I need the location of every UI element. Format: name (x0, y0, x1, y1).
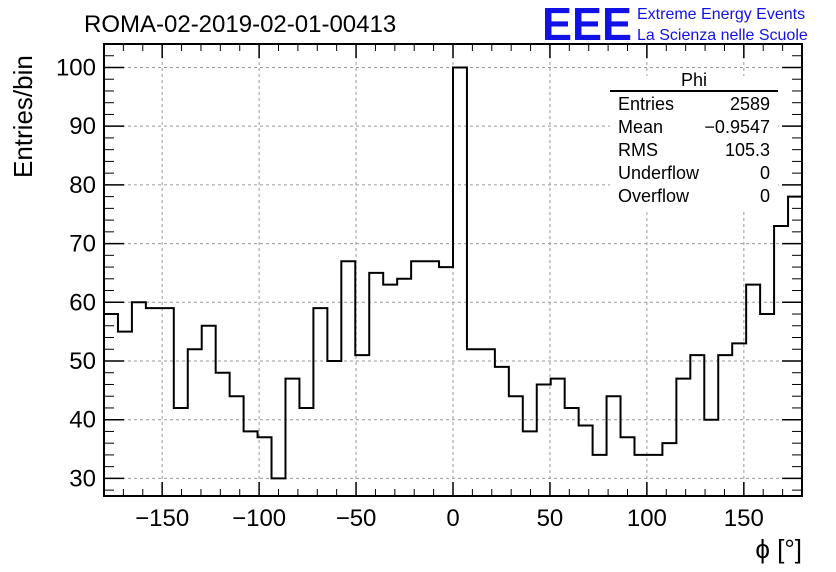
y-tick-label: 40 (69, 407, 96, 434)
y-tick-label: 90 (69, 113, 96, 140)
stats-row-label: RMS (618, 140, 658, 160)
logo-line-1: Extreme Energy Events (637, 6, 805, 23)
stats-row-label: Underflow (618, 163, 700, 183)
x-tick-label: −100 (232, 505, 286, 532)
stats-row-label: Overflow (618, 186, 690, 206)
x-tick-label: 0 (446, 505, 459, 532)
y-tick-label: 70 (69, 231, 96, 258)
eee-logo: EEE Extreme Energy Events La Scienza nel… (542, 0, 808, 50)
y-axis-title: Entries/bin (8, 55, 38, 178)
stats-title: Phi (681, 70, 707, 90)
chart-title: ROMA-02-2019-02-01-00413 (84, 11, 396, 38)
x-tick-label: −50 (336, 505, 377, 532)
x-tick-label: −150 (135, 505, 189, 532)
y-tick-label: 100 (56, 54, 96, 81)
stats-row-value: 2589 (730, 94, 770, 114)
tick-labels: −150 −100 −50 0 50 100 150 30 40 50 60 70 80 90 100 (56, 54, 764, 532)
stats-row-value: 0 (760, 163, 770, 183)
stats-row-value: −0.9547 (704, 117, 770, 137)
stats-row-value: 105.3 (725, 140, 770, 160)
y-tick-label: 80 (69, 172, 96, 199)
stats-row-label: Entries (618, 94, 674, 114)
y-tick-label: 30 (69, 465, 96, 492)
x-tick-label: 100 (627, 505, 667, 532)
x-axis-title: ϕ [°] (755, 534, 802, 564)
stats-row-value: 0 (760, 186, 770, 206)
stats-rows: Entries 2589 Mean −0.9547 RMS 105.3 Underflow 0… (618, 94, 770, 206)
stats-box: Phi Entries 2589 Mean −0.9547 RMS 105.3 Underf… (610, 70, 778, 210)
stats-box-background (610, 76, 778, 210)
stats-row-label: Mean (618, 117, 663, 137)
y-tick-label: 50 (69, 348, 96, 375)
axis-ticks (103, 43, 803, 496)
x-tick-label: 50 (537, 505, 564, 532)
histogram-series-line (104, 66, 802, 480)
logo-mark: EEE (542, 0, 632, 50)
logo-line-2: La Scienza nelle Scuole (637, 27, 808, 44)
y-tick-label: 60 (69, 289, 96, 316)
x-tick-label: 150 (724, 505, 764, 532)
